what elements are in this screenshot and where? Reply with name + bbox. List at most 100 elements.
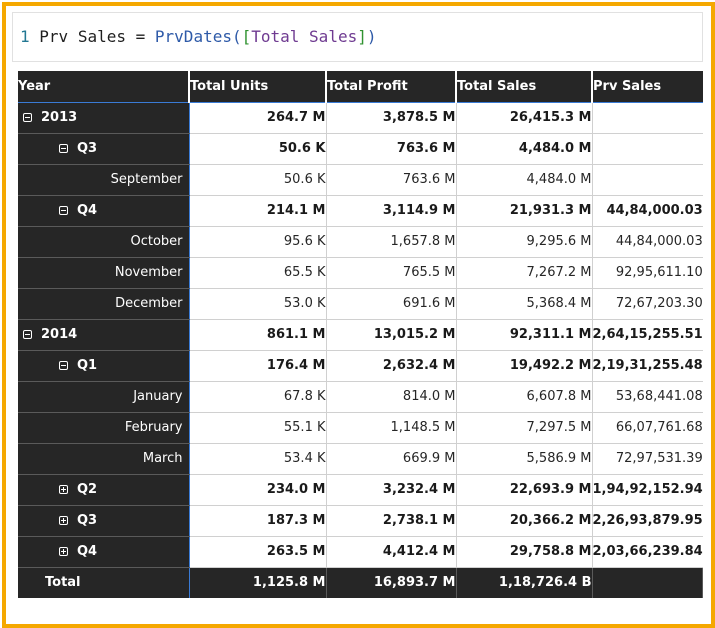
month-row: February 55.1 K 1,148.5 M 7,297.5 M 66,07,76… [18,412,703,444]
cell-value: 2,738.1 M [326,505,457,537]
collapse-minus-icon[interactable] [59,361,68,370]
column-header-total-profit[interactable]: Total Profit [326,71,457,102]
row-label: October [130,234,183,249]
collapse-minus-icon[interactable] [23,113,32,122]
row-header: November [18,257,190,289]
cell-value: 44,84,000.03 [592,195,703,227]
cell-value: 264.7 M [189,102,327,134]
total-row: Total 1,125.8 M 16,893.7 M 1,18,726.4 B [18,567,704,598]
matrix-body: 2013 264.7 M 3,878.5 M 26,415.3 M Q3 50.6 K 76… [18,102,703,568]
formula-operator: = [135,27,146,46]
cell-value: 55.1 K [189,412,327,444]
cell-value: 50.6 K [189,164,327,196]
expand-plus-icon[interactable] [59,485,68,494]
formula-open-paren: ( [231,27,242,46]
row-label: September [110,172,183,187]
cell-value: 2,03,66,239.84 [592,536,703,568]
cell-value: 861.1 M [189,319,327,351]
row-header-content: Q4 [18,196,188,226]
cell-value: 2,632.4 M [326,350,457,382]
column-header-total-sales[interactable]: Total Sales [456,71,593,102]
formula-line[interactable]: 1 Prv Sales = PrvDates([Total Sales]) [20,28,377,46]
row-label: 2014 [41,327,78,342]
row-label: March [142,451,183,466]
cell-value: 95.6 K [189,226,327,258]
total-value [592,567,704,598]
row-header: Q2 [18,474,190,506]
quarter-row: Q4 263.5 M 4,412.4 M 29,758.8 M 2,03,66,239.… [18,536,703,568]
cell-value: 22,693.9 M [456,474,593,506]
cell-value: 72,67,203.30 [592,288,703,320]
cell-value: 1,657.8 M [326,226,457,258]
quarter-row: Q1 176.4 M 2,632.4 M 19,492.2 M 2,19,31,255.… [18,350,703,382]
row-header: October [18,226,190,258]
cell-value: 65.5 K [189,257,327,289]
row-header: Q3 [18,505,190,537]
quarter-row: Q3 50.6 K 763.6 M 4,484.0 M [18,133,703,165]
column-header-year[interactable]: Year [18,71,190,102]
column-header-total-units[interactable]: Total Units [189,71,327,102]
row-label: Q4 [77,544,98,559]
cell-value: 67.8 K [189,381,327,413]
year-row: 2013 264.7 M 3,878.5 M 26,415.3 M [18,102,703,134]
cell-value: 214.1 M [189,195,327,227]
row-header-content: October [18,227,188,257]
cell-value: 1,94,92,152.94 [592,474,703,506]
row-header: January [18,381,190,413]
measure-name: Prv Sales [39,27,126,46]
formula-close-bracket: ] [357,27,367,46]
row-header-content: December [18,289,188,319]
total-label: Total [18,567,190,598]
row-header-content: Q2 [18,475,188,505]
collapse-minus-icon[interactable] [59,206,68,215]
cell-value: 53,68,441.08 [592,381,703,413]
cell-value: 7,267.2 M [456,257,593,289]
row-label: February [124,420,183,435]
row-header: 2014 [18,319,190,351]
row-header: Q1 [18,350,190,382]
cell-value: 9,295.6 M [456,226,593,258]
cell-value: 5,586.9 M [456,443,593,475]
month-row: October 95.6 K 1,657.8 M 9,295.6 M 44,84,000… [18,226,703,258]
cell-value: 4,412.4 M [326,536,457,568]
row-label: 2013 [41,110,78,125]
row-header: March [18,443,190,475]
row-header-content: September [18,165,188,195]
row-label: Q2 [77,482,98,497]
cell-value [592,102,703,134]
collapse-minus-icon[interactable] [59,144,68,153]
expand-plus-icon[interactable] [59,516,68,525]
cell-value: 44,84,000.03 [592,226,703,258]
cell-value: 234.0 M [189,474,327,506]
cell-value: 92,311.1 M [456,319,593,351]
total-value: 1,125.8 M [189,567,327,598]
formula-close-paren: ) [366,27,377,46]
row-label: Q1 [77,358,98,373]
quarter-row: Q3 187.3 M 2,738.1 M 20,366.2 M 2,26,93,879.… [18,505,703,537]
total-value: 16,893.7 M [326,567,457,598]
row-header-content: Q4 [18,537,188,567]
formula-function: PrvDates [154,27,232,46]
cell-value: 3,232.4 M [326,474,457,506]
row-header-content: 2013 [18,103,188,133]
row-label: November [114,265,183,280]
cell-value: 66,07,761.68 [592,412,703,444]
month-row: March 53.4 K 669.9 M 5,586.9 M 72,97,531.39 [18,443,703,475]
row-header: 2013 [18,102,190,134]
row-label: Q4 [77,203,98,218]
quarter-row: Q4 214.1 M 3,114.9 M 21,931.3 M 44,84,000.03 [18,195,703,227]
column-header-prv-sales[interactable]: Prv Sales [592,71,703,102]
matrix-visual: Year Total Units Total Profit Total Sale… [18,71,704,598]
cell-value: 1,148.5 M [326,412,457,444]
quarter-row: Q2 234.0 M 3,232.4 M 22,693.9 M 1,94,92,152.… [18,474,703,506]
row-header-content: Q1 [18,351,188,381]
cell-value: 4,484.0 M [456,164,593,196]
cell-value: 92,95,611.10 [592,257,703,289]
cell-value: 20,366.2 M [456,505,593,537]
cell-value: 6,607.8 M [456,381,593,413]
cell-value: 53.4 K [189,443,327,475]
expand-plus-icon[interactable] [59,547,68,556]
dax-formula-bar[interactable]: 1 Prv Sales = PrvDates([Total Sales]) [12,12,703,62]
collapse-minus-icon[interactable] [23,330,32,339]
